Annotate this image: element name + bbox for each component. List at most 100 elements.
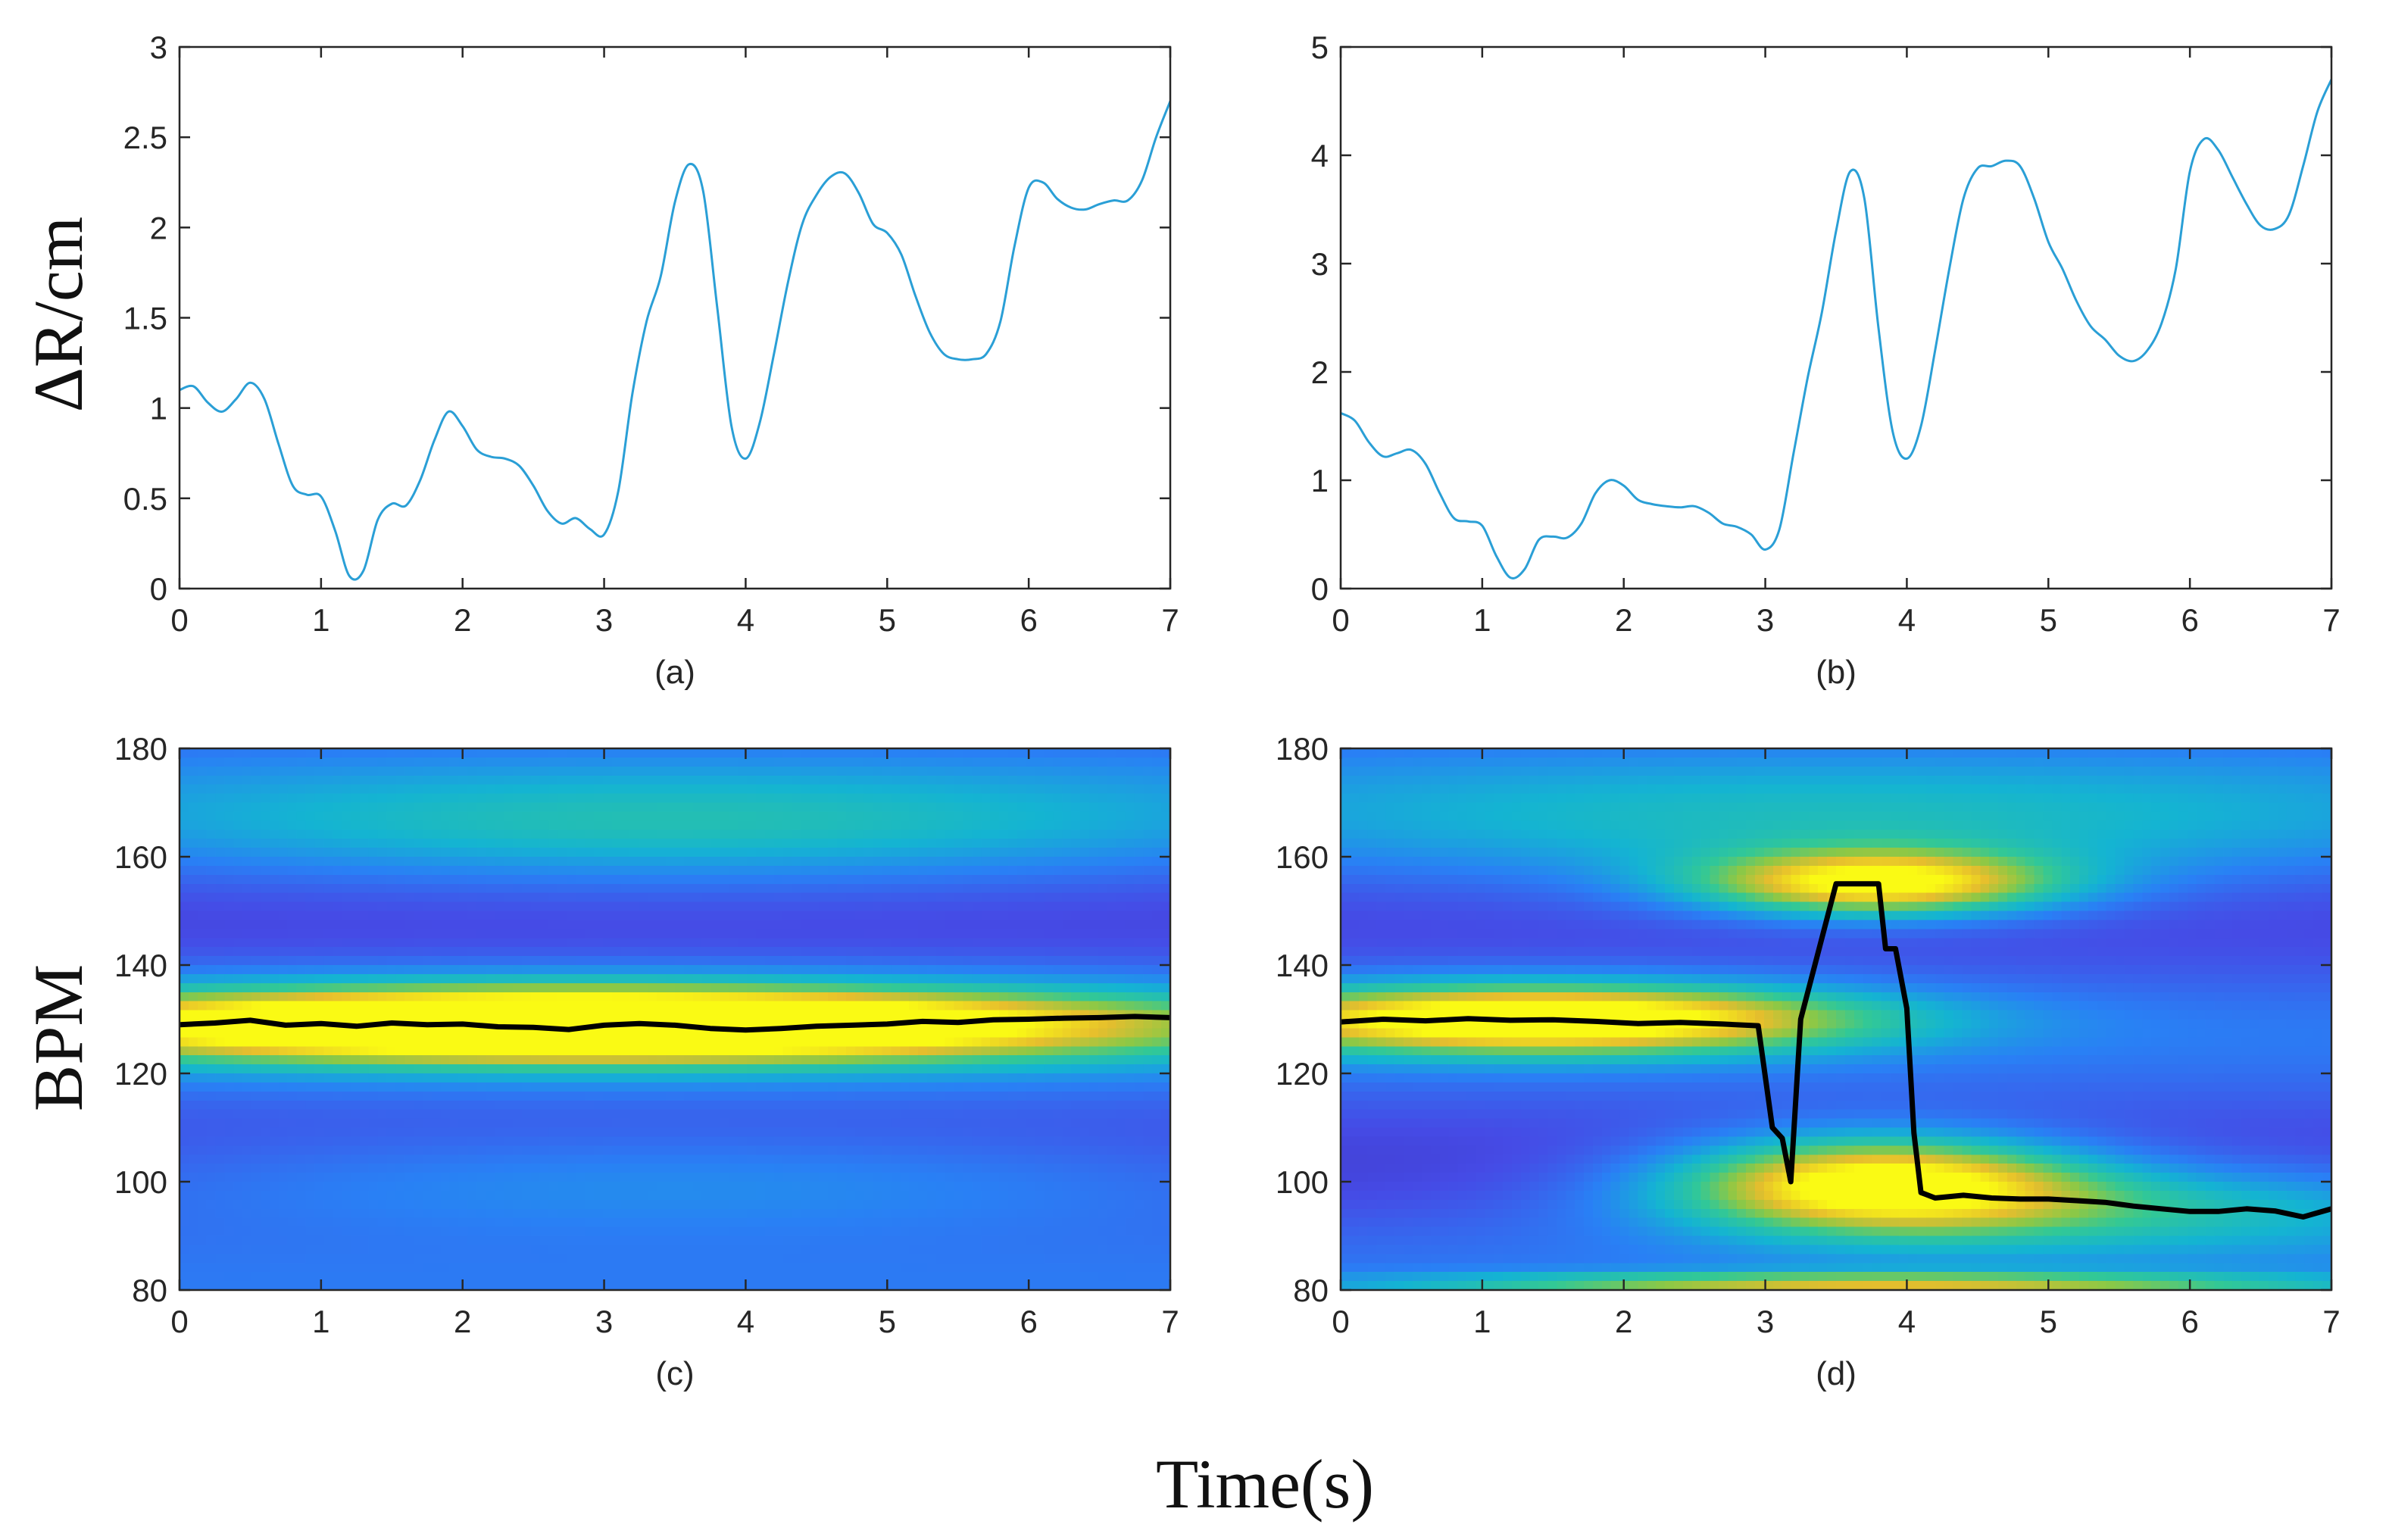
heatmap-cell [377,1064,388,1074]
heatmap-cell [342,1245,351,1255]
heatmap-cell [576,1254,586,1264]
heatmap-cell [639,1226,649,1237]
heatmap-cell [891,911,901,921]
heatmap-cell [180,1226,189,1237]
heatmap-cell [278,1254,289,1264]
heatmap-cell [350,901,361,912]
heatmap-cell [440,965,451,975]
heatmap-cell [611,1173,622,1182]
heatmap-cell [882,1136,892,1147]
heatmap-cell [530,1127,541,1138]
heatmap-cell [873,1136,883,1147]
heatmap-cell [233,938,244,948]
heatmap-cell [287,1164,298,1173]
heatmap-cell [476,1182,487,1192]
heatmap-cell [729,1019,739,1029]
heatmap-cell [548,1100,559,1110]
heatmap-cell [611,1001,622,1011]
heatmap-cell [828,1217,838,1228]
heatmap-cell [359,1082,370,1092]
heatmap-cell [863,920,874,930]
heatmap-cell [845,1082,856,1092]
heatmap-cell [440,1091,451,1101]
heatmap-cell [261,947,270,957]
heatmap-cell [891,1118,901,1129]
heatmap-cell [863,1100,874,1110]
heatmap-cell [863,883,874,894]
heatmap-cell [251,1217,261,1228]
heatmap-cell [188,1254,198,1264]
heatmap-cell [648,1235,658,1246]
heatmap-cell [486,1001,495,1011]
heatmap-cell [458,848,469,857]
heatmap-cell [683,1028,694,1039]
heatmap-cell [342,1281,351,1290]
heatmap-cell [548,1281,559,1290]
heatmap-cell [278,757,289,767]
heatmap-cell [539,1055,550,1065]
heatmap-cell [810,973,820,984]
heatmap-cell [224,1109,235,1120]
heatmap-cell [620,992,631,1002]
heatmap-cell [882,1190,892,1201]
heatmap-cell [701,892,712,903]
heatmap-cell [180,1064,189,1074]
heatmap-cell [810,992,820,1002]
heatmap-cell [585,911,595,921]
heatmap-cell [729,766,739,776]
heatmap-cell [180,1109,189,1120]
heatmap-cell [539,1136,550,1147]
heatmap-cell [792,1001,802,1011]
heatmap-cell [458,911,469,921]
heatmap-cell [296,1127,307,1138]
heatmap-cell [242,1190,252,1201]
heatmap-cell [449,1182,460,1192]
heatmap-cell [242,1010,252,1020]
heatmap-cell [512,1199,523,1210]
heatmap-cell [486,973,495,984]
heatmap-cell [414,1208,423,1219]
heatmap-cell [792,1136,802,1147]
heatmap-cell [548,874,559,885]
heatmap-cell [773,1190,784,1201]
heatmap-cell [404,1055,414,1065]
heatmap-cell [359,1226,370,1237]
heatmap-cell [206,1055,217,1065]
heatmap-cell [845,1091,856,1101]
heatmap-cell [251,1055,261,1065]
heatmap-cell [512,1073,523,1083]
heatmap-cell [197,802,208,813]
heatmap-cell [854,956,865,966]
heatmap-cell [261,848,270,857]
heatmap-cell [539,811,550,822]
heatmap-cell [188,920,198,930]
y-tick-label: 4 [1311,138,1329,173]
heatmap-cell [548,829,559,839]
heatmap-cell [323,1208,333,1219]
heatmap-cell [350,956,361,966]
heatmap-cell [476,865,487,876]
heatmap-cell [180,1281,189,1290]
heatmap-cell [683,1055,694,1065]
heatmap-cell [395,802,406,813]
heatmap-cell [747,1272,757,1282]
heatmap-cell [891,992,901,1002]
heatmap-cell [567,748,576,758]
heatmap-cell [567,973,576,984]
heatmap-cell [323,1199,333,1210]
heatmap-cell [476,1037,487,1048]
heatmap-cell [206,874,217,885]
heatmap-cell [710,829,721,839]
heatmap-cell [782,775,793,786]
heatmap-cell [801,1127,811,1138]
heatmap-cell [180,1091,189,1101]
heatmap-cell [548,848,559,857]
heatmap-cell [377,820,388,831]
heatmap-cell [458,883,469,894]
heatmap-cell [368,802,379,813]
heatmap-cell [467,1109,478,1120]
heatmap-cell [359,1281,370,1290]
heatmap-cell [576,865,586,876]
heatmap-cell [539,956,550,966]
heatmap-cell [261,1001,270,1011]
